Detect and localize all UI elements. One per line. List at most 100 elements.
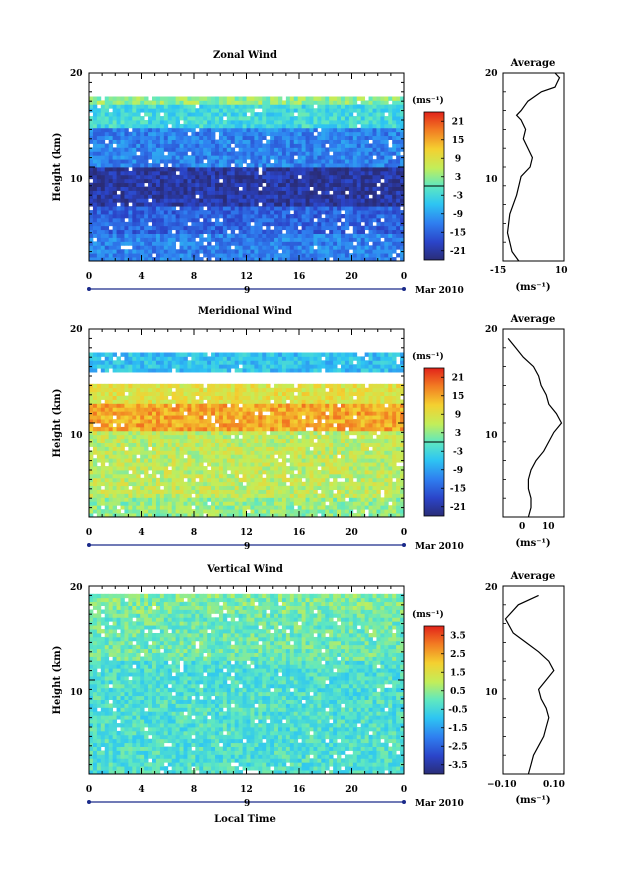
heatmap-cell — [132, 462, 136, 466]
heatmap-cell — [290, 234, 294, 238]
heatmap-cell — [313, 124, 317, 128]
heatmap-cell — [199, 497, 203, 501]
heatmap-cell — [176, 155, 180, 159]
heatmap-cell — [97, 144, 101, 148]
heatmap-cell — [298, 238, 302, 242]
heatmap-cell — [160, 214, 164, 218]
heatmap-cell — [97, 431, 101, 435]
heatmap-cell — [262, 210, 266, 214]
heatmap-cell — [231, 132, 235, 136]
heatmap-cell — [199, 214, 203, 218]
heatmap-cell — [262, 478, 266, 482]
heatmap-cell — [270, 202, 274, 206]
heatmap-cell — [101, 249, 105, 253]
heatmap-cell — [247, 238, 251, 242]
heatmap-cell — [329, 124, 333, 128]
heatmap-cell — [231, 179, 235, 183]
heatmap-cell — [266, 198, 270, 202]
heatmap-cell — [140, 470, 144, 474]
heatmap-cell — [365, 505, 369, 509]
heatmap-cell — [211, 474, 215, 478]
heatmap-cell — [203, 482, 207, 486]
heatmap-cell — [247, 458, 251, 462]
heatmap-cell — [270, 140, 274, 144]
heatmap-cell — [117, 132, 121, 136]
heatmap-cell — [365, 144, 369, 148]
heatmap-cell — [109, 490, 113, 494]
heatmap-cell — [211, 462, 215, 466]
heatmap-cell — [172, 450, 176, 454]
heatmap-cell — [278, 214, 282, 218]
zonal-avg-ytick-10: 10 — [485, 175, 498, 185]
heatmap-cell — [199, 198, 203, 202]
heatmap-cell — [278, 218, 282, 222]
heatmap-cell — [121, 108, 125, 112]
heatmap-cell — [152, 124, 156, 128]
heatmap-cell — [306, 198, 310, 202]
heatmap-cell — [333, 198, 337, 202]
heatmap-cell — [376, 144, 380, 148]
heatmap-cell — [195, 234, 199, 238]
heatmap-cell — [274, 509, 278, 513]
heatmap-cell — [164, 245, 168, 249]
heatmap-cell — [215, 226, 219, 230]
heatmap-cell — [184, 253, 188, 257]
heatmap-cell — [219, 230, 223, 234]
heatmap-cell — [250, 194, 254, 198]
heatmap-cell — [231, 214, 235, 218]
heatmap-cell — [117, 183, 121, 187]
heatmap-cell — [239, 163, 243, 167]
heatmap-cell — [353, 214, 357, 218]
heatmap-cell — [235, 112, 239, 116]
heatmap-cell — [136, 136, 140, 140]
heatmap-cell — [136, 474, 140, 478]
heatmap-cell — [136, 226, 140, 230]
heatmap-cell — [219, 249, 223, 253]
heatmap-cell — [286, 497, 290, 501]
heatmap-cell — [250, 175, 254, 179]
heatmap-cell — [227, 218, 231, 222]
heatmap-cell — [250, 104, 254, 108]
heatmap-cell — [176, 454, 180, 458]
heatmap-cell — [215, 155, 219, 159]
heatmap-cell — [384, 478, 388, 482]
heatmap-cell — [254, 159, 258, 163]
heatmap-cell — [168, 222, 172, 226]
heatmap-cell — [313, 97, 317, 101]
heatmap-cell — [250, 155, 254, 159]
heatmap-cell — [329, 183, 333, 187]
heatmap-cell — [203, 253, 207, 257]
heatmap-cell — [286, 241, 290, 245]
heatmap-cell — [231, 155, 235, 159]
heatmap-cell — [353, 222, 357, 226]
heatmap-cell — [235, 187, 239, 191]
heatmap-cell — [140, 218, 144, 222]
heatmap-cell — [392, 120, 396, 124]
heatmap-cell — [140, 124, 144, 128]
heatmap-cell — [215, 450, 219, 454]
heatmap-cell — [325, 198, 329, 202]
heatmap-cell — [286, 175, 290, 179]
heatmap-cell — [211, 454, 215, 458]
heatmap-cell — [124, 128, 128, 132]
heatmap-cell — [211, 175, 215, 179]
heatmap-cell — [384, 462, 388, 466]
heatmap-cell — [93, 210, 97, 214]
heatmap-cell — [124, 431, 128, 435]
heatmap-cell — [376, 230, 380, 234]
heatmap-cell — [195, 147, 199, 151]
heatmap-cell — [294, 100, 298, 104]
heatmap-cell — [180, 222, 184, 226]
heatmap-cell — [239, 470, 243, 474]
heatmap-cell — [168, 509, 172, 513]
heatmap-cell — [187, 253, 191, 257]
heatmap-cell — [187, 234, 191, 238]
heatmap-cell — [195, 214, 199, 218]
heatmap-cell — [317, 501, 321, 505]
heatmap-cell — [121, 454, 125, 458]
heatmap-cell — [266, 175, 270, 179]
heatmap-cell — [266, 249, 270, 253]
heatmap-cell — [361, 238, 365, 242]
heatmap-cell — [105, 245, 109, 249]
heatmap-cell — [266, 183, 270, 187]
